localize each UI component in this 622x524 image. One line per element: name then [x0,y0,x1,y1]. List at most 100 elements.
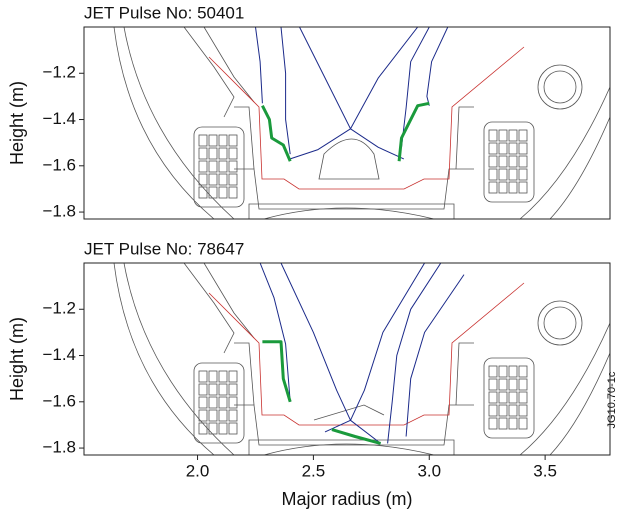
coil-cell [199,423,207,434]
coil-cell [519,405,527,416]
coil-cell [209,161,217,172]
coil-cell [519,156,527,167]
y-tick-label: −1.8 [42,202,76,221]
coil-cell [509,405,517,416]
coil-cell [489,379,497,390]
coil-cell [209,371,217,382]
x-tick-label: 2.5 [302,461,326,480]
coil-cell [209,384,217,395]
plot-frame [84,263,610,455]
flux-line [281,27,290,154]
flux-line [388,263,441,443]
coil-cell [229,371,237,382]
coil-cell [219,187,227,198]
coil-cell [489,405,497,416]
x-tick-label: 3.5 [533,461,557,480]
y-tick-label: −1.2 [42,63,76,82]
structure [184,263,234,353]
first-wall [209,283,524,425]
flux-line [427,27,448,106]
coil-cell [509,169,517,180]
y-tick-label: −1.8 [42,438,76,457]
flux-line [281,263,381,443]
coil-cell [499,366,507,377]
coil-cell [219,371,227,382]
x-tick-label: 2.0 [186,461,210,480]
coil-cell [229,410,237,421]
coil-cell [199,161,207,172]
coil-cell [509,366,517,377]
coil-cell [489,366,497,377]
x-axis-label: Major radius (m) [281,489,412,509]
coil-cell [219,410,227,421]
coil-cell [519,379,527,390]
structure [264,444,434,455]
coil-cell [509,418,517,429]
coil-cell [509,156,517,167]
coil-cell [199,187,207,198]
flux-line [406,275,464,437]
coil-cell [509,182,517,193]
flux-line [325,263,425,432]
coil-cell [509,379,517,390]
coil-cell [489,156,497,167]
coil-cell [229,187,237,198]
coil-cell [519,182,527,193]
coil-cell [499,130,507,141]
y-tick-label: −1.4 [42,109,76,128]
coil-cell [499,405,507,416]
panel: JET Pulse No: 78647 Height (m) −1.2 −1.4 −1.… [7,239,610,508]
coil-cell [219,135,227,146]
coil-cell [489,418,497,429]
coil-cell [489,130,497,141]
coil-cell [219,174,227,185]
figure: JG10.70-1c JET Pulse No: 50401Height (m)… [0,0,622,524]
y-tick-label: −1.6 [42,155,76,174]
vessel-structure [114,263,610,455]
coil-cell [209,187,217,198]
coil-cell [519,418,527,429]
y-tick-label: −1.4 [42,345,76,364]
structure [319,139,379,179]
structure [550,117,610,219]
flux-line [399,103,429,161]
y-tick-label: −1.6 [42,391,76,410]
port [538,65,582,109]
y-axis-label: Height (m) [7,81,27,165]
coil-cell [229,135,237,146]
structure [184,27,234,117]
panel-title: JET Pulse No: 78647 [84,239,244,258]
y-tick-label: −1.2 [42,299,76,318]
structure [204,263,254,338]
coil-cell [219,161,227,172]
coil-cell [519,143,527,154]
coil-cell [499,379,507,390]
structure [456,107,474,169]
coil-cell [509,130,517,141]
coil-cell [519,169,527,180]
coil-cell [229,174,237,185]
coil-cell [489,169,497,180]
coil-cell [219,384,227,395]
structure [520,87,610,219]
coil-cell [499,156,507,167]
flux-line [332,430,381,444]
coil-cell [519,392,527,403]
coil-cell [229,397,237,408]
vessel-structure [114,27,610,219]
plot-frame [84,27,610,219]
structure [520,323,610,455]
y-axis-label: Height (m) [7,317,27,401]
flux-line [260,263,290,402]
coil-cell [489,143,497,154]
structure [456,343,474,405]
coil-cell [229,161,237,172]
port [544,307,576,339]
port [538,301,582,345]
coil-cell [199,174,207,185]
coil-cell [209,174,217,185]
first-wall [209,47,524,189]
figure-id: JG10.70-1c [606,371,618,428]
coil-cell [229,384,237,395]
x-tick-label: 3.0 [417,461,441,480]
